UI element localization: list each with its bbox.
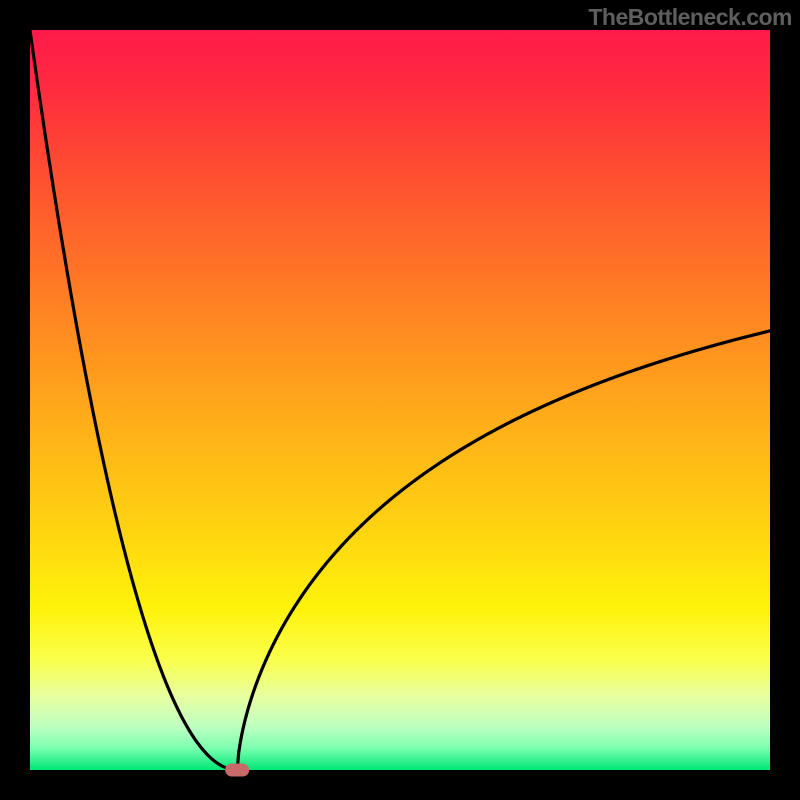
bottleneck-chart [0, 0, 800, 800]
chart-plot-area [30, 30, 770, 770]
minimum-marker [225, 764, 249, 777]
chart-container: TheBottleneck.com [0, 0, 800, 800]
attribution-label: TheBottleneck.com [588, 4, 792, 31]
